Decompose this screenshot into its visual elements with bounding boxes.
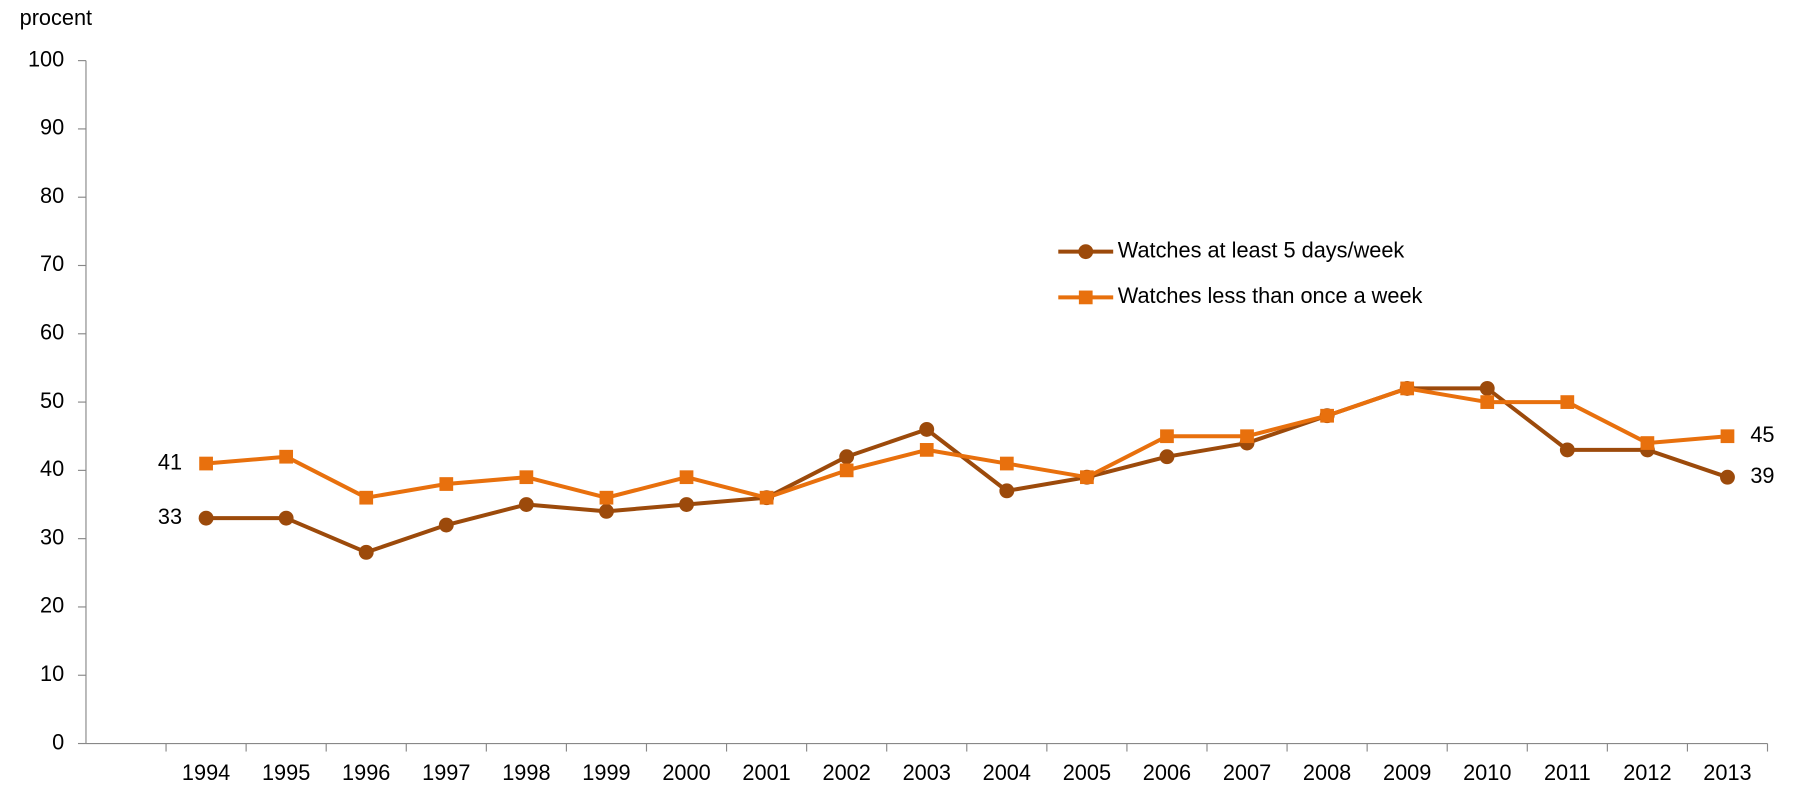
x-tick-label: 2012 bbox=[1623, 760, 1671, 785]
data-point bbox=[759, 490, 774, 505]
data-point bbox=[1159, 449, 1175, 465]
data-point bbox=[358, 544, 374, 560]
x-tick-label: 2006 bbox=[1143, 760, 1191, 785]
data-point bbox=[919, 443, 934, 457]
data-point bbox=[599, 503, 614, 519]
data-point bbox=[1640, 436, 1655, 450]
data-point bbox=[679, 470, 694, 485]
x-tick-label: 2000 bbox=[662, 760, 710, 785]
data-point bbox=[839, 449, 855, 465]
data-point bbox=[198, 510, 214, 526]
data-point bbox=[518, 497, 534, 512]
data-point bbox=[1080, 470, 1094, 485]
y-tick-label: 90 bbox=[40, 115, 64, 140]
data-point bbox=[1240, 429, 1254, 444]
data-point bbox=[279, 449, 294, 464]
data-point bbox=[1480, 395, 1495, 409]
legend-marker bbox=[1078, 244, 1094, 260]
x-tick-label: 1997 bbox=[422, 760, 470, 785]
y-tick-label: 20 bbox=[40, 593, 64, 618]
x-tick-label: 2008 bbox=[1303, 760, 1351, 785]
data-point bbox=[839, 463, 854, 478]
legend-label: Watches less than once a week bbox=[1118, 283, 1423, 308]
data-point bbox=[679, 497, 694, 512]
x-tick-label: 2002 bbox=[823, 760, 871, 785]
data-label: 45 bbox=[1750, 422, 1774, 447]
y-tick-label: 50 bbox=[40, 388, 64, 413]
data-point bbox=[999, 483, 1015, 499]
data-label: 41 bbox=[158, 449, 182, 474]
y-tick-label: 60 bbox=[40, 320, 64, 345]
y-tick-label: 30 bbox=[40, 524, 64, 549]
data-point bbox=[999, 456, 1014, 471]
data-point bbox=[519, 470, 534, 485]
x-tick-label: 1996 bbox=[342, 760, 390, 785]
y-tick-label: 0 bbox=[52, 729, 64, 754]
y-tick-label: 80 bbox=[40, 183, 64, 208]
x-tick-label: 1999 bbox=[582, 760, 630, 785]
data-point bbox=[438, 517, 454, 533]
x-tick-label: 2010 bbox=[1463, 760, 1511, 785]
x-tick-label: 2013 bbox=[1703, 760, 1751, 785]
data-label: 39 bbox=[1750, 463, 1774, 488]
data-point bbox=[1560, 395, 1575, 409]
x-tick-label: 2005 bbox=[1063, 760, 1111, 785]
series-line bbox=[206, 386, 1729, 555]
data-point bbox=[359, 490, 374, 505]
data-point bbox=[278, 510, 294, 526]
legend-marker bbox=[1078, 290, 1093, 305]
x-tick-label: 2003 bbox=[903, 760, 951, 785]
data-point bbox=[1559, 442, 1575, 458]
y-tick-label: 70 bbox=[40, 251, 64, 276]
data-point bbox=[1320, 408, 1334, 423]
data-label: 33 bbox=[158, 504, 182, 529]
x-tick-label: 2004 bbox=[983, 760, 1031, 785]
data-point bbox=[439, 477, 454, 491]
data-point bbox=[1479, 380, 1495, 396]
y-axis-label: procent bbox=[20, 5, 92, 30]
x-tick-label: 2007 bbox=[1223, 760, 1271, 785]
x-tick-label: 1995 bbox=[262, 760, 310, 785]
x-tick-label: 2001 bbox=[742, 760, 790, 785]
data-point bbox=[919, 421, 935, 437]
x-tick-label: 1994 bbox=[182, 760, 230, 785]
x-tick-label: 2009 bbox=[1383, 760, 1431, 785]
data-point bbox=[1400, 381, 1415, 396]
y-tick-label: 10 bbox=[40, 661, 64, 686]
x-tick-label: 1998 bbox=[502, 760, 550, 785]
x-tick-label: 2011 bbox=[1544, 760, 1591, 785]
y-tick-label: 100 bbox=[28, 46, 64, 71]
legend-label: Watches at least 5 days/week bbox=[1118, 237, 1405, 262]
data-point bbox=[1720, 429, 1735, 444]
data-point bbox=[599, 490, 614, 505]
series-line bbox=[205, 386, 1728, 500]
data-point bbox=[1720, 469, 1735, 485]
data-point bbox=[199, 456, 213, 471]
y-tick-label: 40 bbox=[40, 456, 64, 481]
data-point bbox=[1160, 429, 1174, 444]
